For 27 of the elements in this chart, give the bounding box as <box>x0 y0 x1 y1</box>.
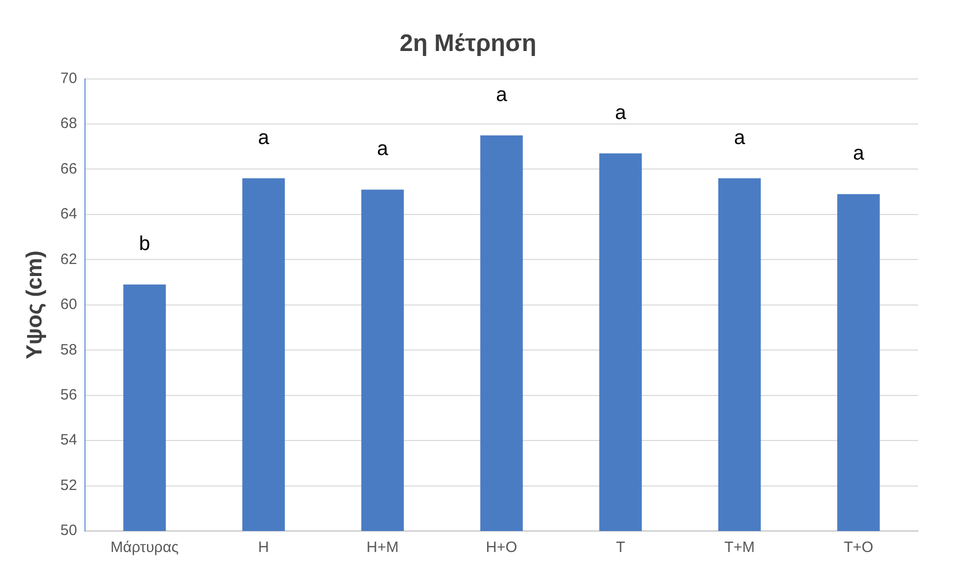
annotation: b <box>139 233 150 256</box>
x-tick-label: Η <box>258 539 269 556</box>
x-tick-label: Τ <box>616 539 626 556</box>
y-tick-label: 62 <box>60 250 78 268</box>
x-tick-label: Τ+Ο <box>844 539 874 556</box>
annotation: a <box>734 126 746 149</box>
chart-title: 2η Μέτρηση <box>400 30 536 58</box>
y-tick-label: 60 <box>60 296 78 314</box>
x-tick-label: Τ+Μ <box>724 539 755 556</box>
x-tick-label: Η+Ο <box>486 539 518 556</box>
x-tick-label: Μάρτυρας <box>110 539 179 556</box>
annotation: a <box>614 102 627 124</box>
y-tick-label: 64 <box>60 206 78 223</box>
y-tick-label: 56 <box>60 386 78 404</box>
y-tick-label: 54 <box>60 432 78 449</box>
y-tick-label: 66 <box>60 160 78 178</box>
y-tick-label: 52 <box>60 476 78 494</box>
y-axis-title: Υψος (cm) <box>21 250 46 360</box>
y-tick-label: 50 <box>60 522 78 540</box>
annotation: a <box>852 142 865 165</box>
x-tick-label: Η+Μ <box>366 539 399 556</box>
annotation: a <box>258 126 270 149</box>
y-tick-label: 58 <box>60 341 78 358</box>
annotation: a <box>496 84 508 106</box>
y-tick-label: 70 <box>60 70 78 87</box>
annotation: a <box>376 138 389 160</box>
y-tick-label: 68 <box>60 115 78 132</box>
